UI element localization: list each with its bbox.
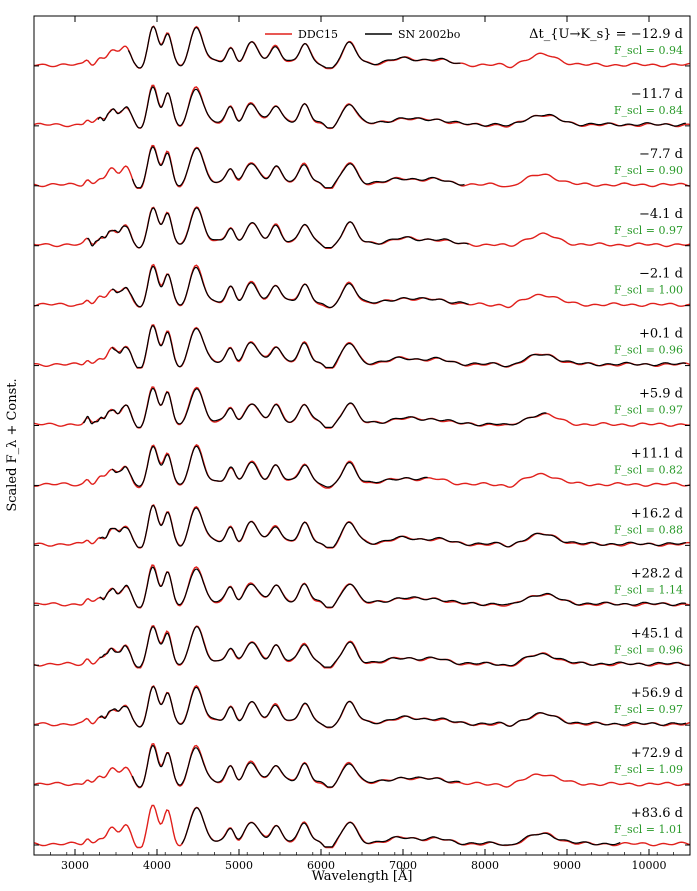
epoch-label: −2.1 d [639, 267, 683, 282]
epoch-group [33, 84, 691, 130]
legend-label-model: DDC15 [298, 28, 338, 41]
model-spectrum-line [33, 144, 691, 189]
observed-spectrum-line [111, 324, 687, 369]
legend: DDC15 SN 2002bo [265, 28, 461, 41]
observed-spectrum-line [87, 207, 469, 249]
fscl-label: F_scl = 1.01 [614, 823, 683, 836]
observed-spectrum-line [131, 744, 461, 788]
model-spectrum-line [33, 444, 691, 489]
fscl-label: F_scl = 0.84 [614, 104, 683, 117]
epoch-group [33, 444, 691, 489]
model-spectrum-line [33, 684, 691, 729]
epoch-group [33, 386, 691, 429]
fscl-label: F_scl = 0.88 [614, 523, 683, 536]
fscl-label: F_scl = 1.00 [614, 284, 683, 297]
x-tick-label: 5000 [225, 859, 253, 872]
fscl-label: F_scl = 0.94 [614, 44, 683, 57]
model-spectrum-line [33, 504, 691, 549]
epoch-group [33, 263, 691, 309]
observed-spectrum-line [83, 387, 547, 428]
y-axis-label: Scaled F_λ + Const. [5, 378, 20, 511]
fscl-label: F_scl = 1.14 [614, 583, 683, 596]
fscl-label: F_scl = 0.82 [614, 464, 683, 477]
epoch-label: +0.1 d [639, 327, 683, 342]
spectra-curves [33, 25, 691, 849]
epoch-label: +28.2 d [631, 566, 683, 581]
epoch-label: +16.2 d [631, 506, 683, 521]
epoch-group [33, 324, 691, 369]
x-tick-label: 4000 [143, 859, 171, 872]
x-tick-label: 6000 [307, 859, 335, 872]
observed-spectrum-line [99, 686, 687, 728]
epoch-group [33, 206, 691, 249]
plot-frame [33, 15, 691, 856]
x-tick-label: 9000 [553, 859, 581, 872]
epoch-label: +45.1 d [631, 626, 683, 641]
epoch-group [33, 504, 691, 549]
fscl-label: F_scl = 0.90 [614, 164, 683, 177]
fscl-label: F_scl = 0.96 [614, 344, 683, 357]
observed-spectrum-line [99, 626, 687, 668]
epoch-label: −7.7 d [639, 147, 683, 162]
x-tick-label: 3000 [61, 859, 89, 872]
epoch-label: −11.7 d [631, 87, 683, 102]
axes: 3000 4000 5000 6000 7000 8000 9000 10000 [33, 15, 691, 872]
epoch-label: +11.1 d [631, 447, 683, 462]
observed-spectrum-line [97, 86, 686, 129]
epoch-labels: Δt_{U→K_s} = −12.9 d F_scl = 0.94 −11.7 d F… [529, 27, 683, 836]
epoch-group [33, 625, 691, 669]
x-axis-label: Wavelength [Å] [312, 868, 413, 884]
epoch-group [33, 144, 691, 189]
model-spectrum-line [33, 386, 691, 429]
epoch-group [33, 743, 691, 789]
observed-spectrum-line [111, 445, 428, 488]
observed-spectrum-line [99, 504, 686, 548]
fscl-label: F_scl = 1.09 [614, 763, 683, 776]
epoch-group [33, 804, 691, 849]
epoch-group [34, 25, 691, 70]
model-spectrum-line [33, 263, 691, 309]
x-tick-label: 7000 [389, 859, 417, 872]
epoch-label: +83.6 d [631, 806, 683, 821]
epoch-group [33, 684, 691, 729]
epoch-label: +72.9 d [631, 746, 683, 761]
x-tick-label: 8000 [471, 859, 499, 872]
epoch-label: +5.9 d [639, 387, 683, 402]
legend-label-observed: SN 2002bo [398, 28, 461, 41]
epoch-label: Δt_{U→K_s} = −12.9 d [529, 27, 683, 42]
observed-spectrum-line [99, 566, 687, 608]
observed-spectrum-line [181, 807, 621, 848]
model-spectrum-line [33, 743, 691, 789]
observed-spectrum-line [111, 265, 469, 309]
observed-spectrum-line [131, 146, 465, 189]
model-spectrum-line [33, 564, 691, 609]
fscl-label: F_scl = 0.97 [614, 703, 683, 716]
fscl-label: F_scl = 0.96 [614, 643, 683, 656]
model-spectrum-line [33, 324, 691, 369]
fscl-label: F_scl = 0.97 [614, 404, 683, 417]
epoch-label: −4.1 d [639, 207, 683, 222]
epoch-label: +56.9 d [631, 686, 683, 701]
x-tick-label: 10000 [632, 859, 667, 872]
model-spectrum-line [33, 804, 691, 849]
fscl-label: F_scl = 0.97 [614, 224, 683, 237]
model-spectrum-line [33, 84, 691, 130]
model-spectrum-line [33, 206, 691, 249]
epoch-group [33, 564, 691, 609]
observed-spectrum-line [127, 26, 461, 69]
